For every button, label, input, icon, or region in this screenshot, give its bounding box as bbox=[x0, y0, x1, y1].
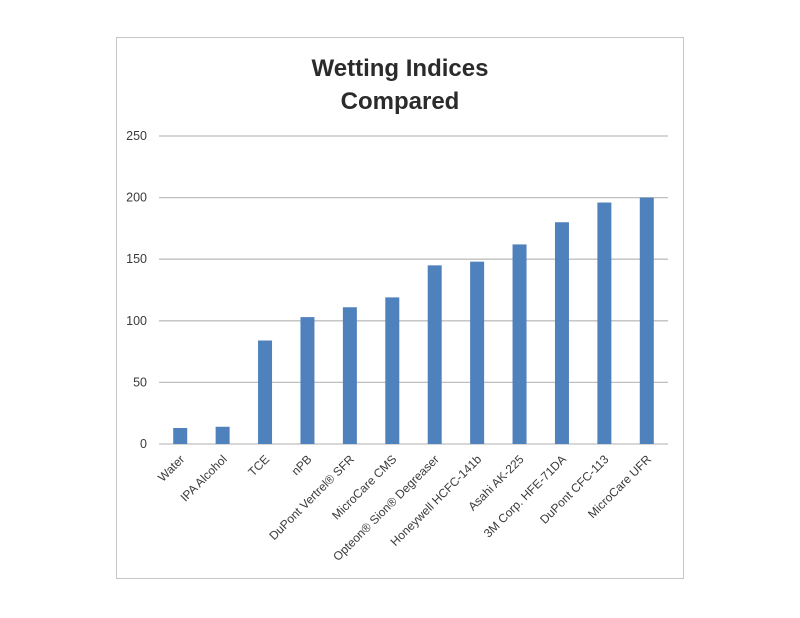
bar bbox=[597, 202, 612, 444]
bar bbox=[258, 340, 273, 444]
x-category-label: nPB bbox=[289, 452, 315, 478]
bar bbox=[512, 244, 527, 444]
y-tick-label: 0 bbox=[140, 437, 147, 451]
y-tick-label: 100 bbox=[126, 314, 147, 328]
bar bbox=[470, 261, 485, 444]
x-category-label: Water bbox=[155, 452, 187, 484]
y-tick-label: 200 bbox=[126, 191, 147, 205]
bar bbox=[215, 426, 230, 444]
y-tick-label: 250 bbox=[126, 129, 147, 143]
x-category-label: TCE bbox=[245, 452, 272, 479]
bar-chart: Wetting Indices Compared 0 50 100 150 200 250… bbox=[126, 55, 668, 564]
x-category-label: IPA Alcohol bbox=[178, 452, 230, 504]
chart-title-line-1: Wetting Indices bbox=[312, 55, 489, 82]
bar bbox=[173, 427, 188, 444]
bars bbox=[173, 197, 654, 444]
bar bbox=[342, 307, 357, 444]
bar bbox=[554, 222, 569, 444]
bar bbox=[385, 297, 400, 444]
chart-title-line-2: Compared bbox=[341, 88, 460, 115]
chart-frame: Wetting Indices Compared 0 50 100 150 200 250… bbox=[116, 37, 684, 579]
bar bbox=[300, 317, 315, 444]
bar bbox=[639, 197, 654, 444]
x-category-label: 3M Corp. HFE-71DA bbox=[481, 452, 569, 540]
gridlines bbox=[159, 135, 668, 445]
bar bbox=[427, 265, 442, 444]
y-tick-label: 50 bbox=[133, 375, 147, 389]
y-tick-label: 150 bbox=[126, 252, 147, 266]
y-axis-ticks: 0 50 100 150 200 250 bbox=[126, 129, 147, 451]
